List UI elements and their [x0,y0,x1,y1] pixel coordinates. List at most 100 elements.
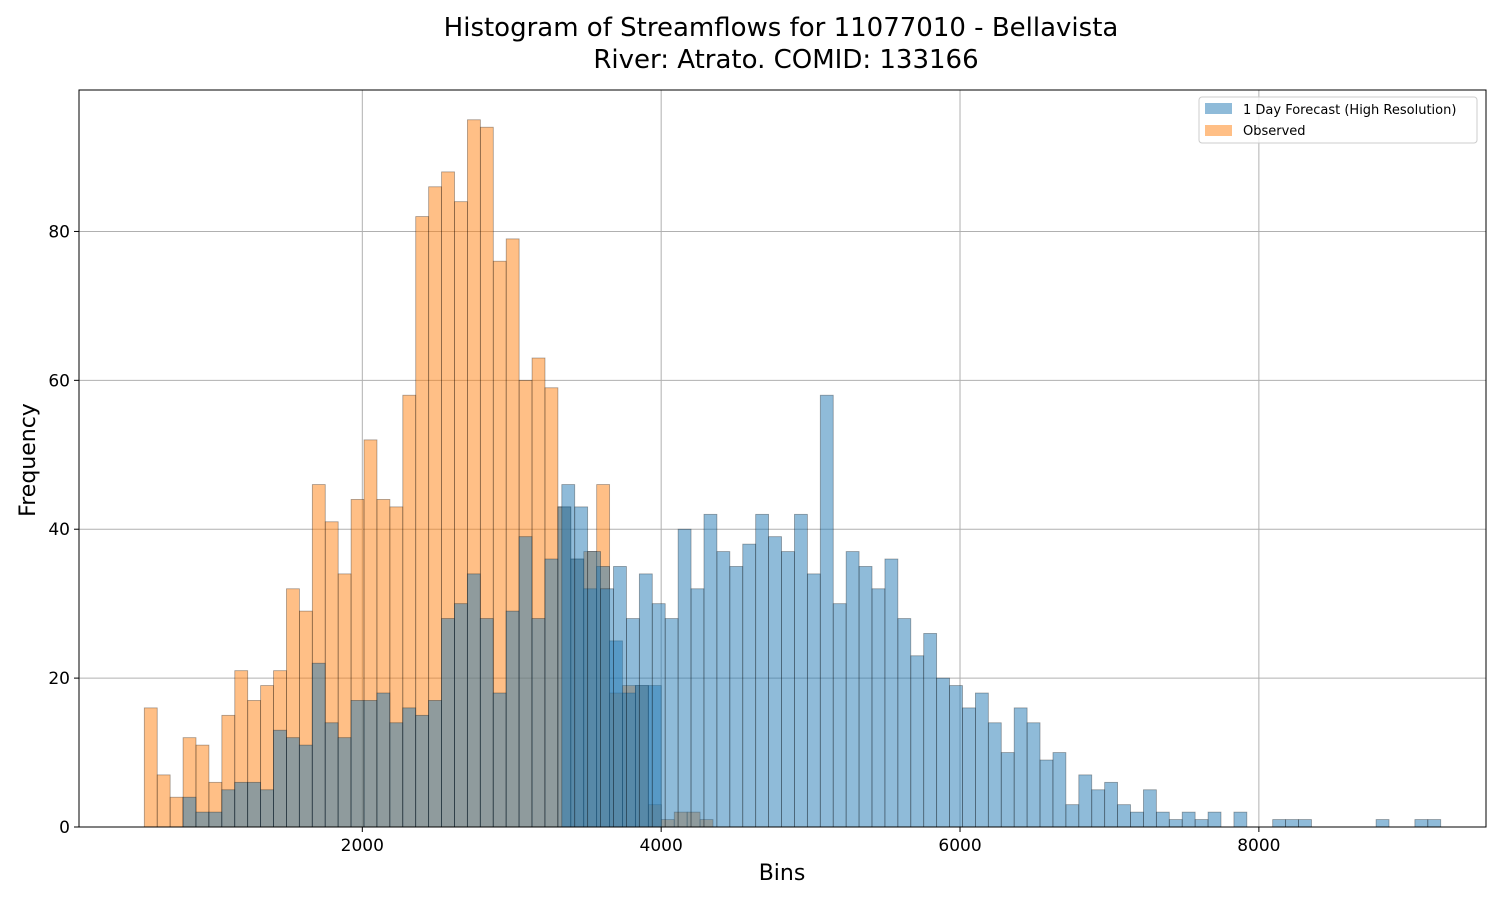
observed-bar [169,796,184,828]
forecast-bar [819,394,834,828]
forecast-bar [1091,789,1106,828]
forecast-bar [897,618,912,828]
observed-bar [156,774,171,828]
forecast-bar [781,551,795,828]
forecast-bar [286,737,300,828]
forecast-bar [716,551,731,828]
chart-title-line2: River: Atrato. COMID: 133166 [593,45,978,75]
y-tick-label: 80 [48,222,70,242]
y-tick-label: 20 [48,669,70,689]
forecast-bar [441,618,455,828]
forecast-bar [1104,781,1118,828]
plot-frame [78,89,1487,828]
forecast-bar [1026,722,1041,828]
forecast-bar [1375,819,1390,828]
forecast-bar [1117,804,1131,828]
y-tick-label: 60 [48,371,70,391]
forecast-bar [1298,819,1312,828]
forecast-bar [195,811,210,828]
forecast-bars [182,394,1442,828]
forecast-bar [1233,811,1248,828]
forecast-bar [626,618,640,828]
forecast-bar [923,633,938,828]
forecast-bar [858,566,873,828]
observed-bar [143,707,158,828]
legend-frame [1198,96,1478,144]
x-tick-label: 4000 [640,836,683,856]
forecast-bar [1052,752,1067,828]
forecast-bar [260,789,274,828]
x-axis-label: Bins [759,861,806,886]
forecast-bar [273,729,287,828]
forecast-bar [376,692,391,828]
forecast-bar [561,484,576,828]
forecast-bar [987,722,1002,828]
x-tick-label: 8000 [1237,836,1280,856]
legend-label-observed: Observed [1243,124,1306,139]
forecast-bar [182,796,197,828]
forecast-bar [1130,811,1144,828]
forecast-bar [492,692,507,828]
forecast-bar [871,588,886,828]
forecast-bar [845,551,860,828]
forecast-bar [466,573,481,828]
legend-label-forecast: 1 Day Forecast (High Resolution) [1243,103,1456,118]
forecast-bar [975,692,989,828]
forecast-bar [1143,789,1157,828]
forecast-bar [794,513,808,828]
forecast-bar [1065,804,1080,828]
forecast-bar [742,543,757,828]
forecast-bar [234,781,249,828]
forecast-bar [324,722,339,828]
forecast-bar [884,558,899,828]
legend: 1 Day Forecast (High Resolution) Observe… [1198,96,1478,144]
y-tick-label: 0 [59,818,70,838]
forecast-bar [949,685,963,828]
forecast-bar [1168,819,1183,828]
forecast-bar [454,603,468,828]
forecast-bar [832,603,847,828]
legend-swatch-observed [1205,125,1232,136]
forecast-bar [415,714,429,828]
forecast-bar [479,618,494,828]
forecast-bar [664,618,679,828]
forecast-bar [936,677,950,828]
forecast-bar [518,536,533,828]
forecast-bar [531,618,546,828]
forecast-bar [1194,819,1209,828]
forecast-bar [1414,819,1429,828]
forecast-bar [208,811,223,828]
forecast-bar [910,655,925,828]
forecast-bar [651,603,666,828]
forecast-bar [690,588,705,828]
forecast-bar [638,573,653,828]
forecast-bar [600,588,614,828]
forecast-bar [962,707,976,828]
forecast-bar [363,700,378,828]
forecast-bar [221,789,236,828]
forecast-bar [298,744,313,828]
forecast-bar [544,558,559,828]
forecast-bar [402,707,417,828]
forecast-bar [703,513,718,828]
forecast-bar [729,566,744,828]
forecast-bar [428,700,442,828]
forecast-bar [1285,819,1299,828]
forecast-bar [505,610,520,828]
legend-swatch-forecast [1205,103,1232,114]
forecast-bar [613,566,627,828]
forecast-bar [1272,819,1287,828]
forecast-bar [1000,752,1015,828]
forecast-bar [1207,811,1222,828]
forecast-bar [574,506,589,828]
y-tick-label: 40 [48,520,70,540]
x-tick-label: 2000 [341,836,384,856]
forecast-bar [768,536,782,828]
forecast-bar [350,700,365,828]
forecast-bar [1427,819,1442,828]
forecast-bar [1155,811,1170,828]
forecast-bar [677,528,692,828]
forecast-bar [389,722,404,828]
